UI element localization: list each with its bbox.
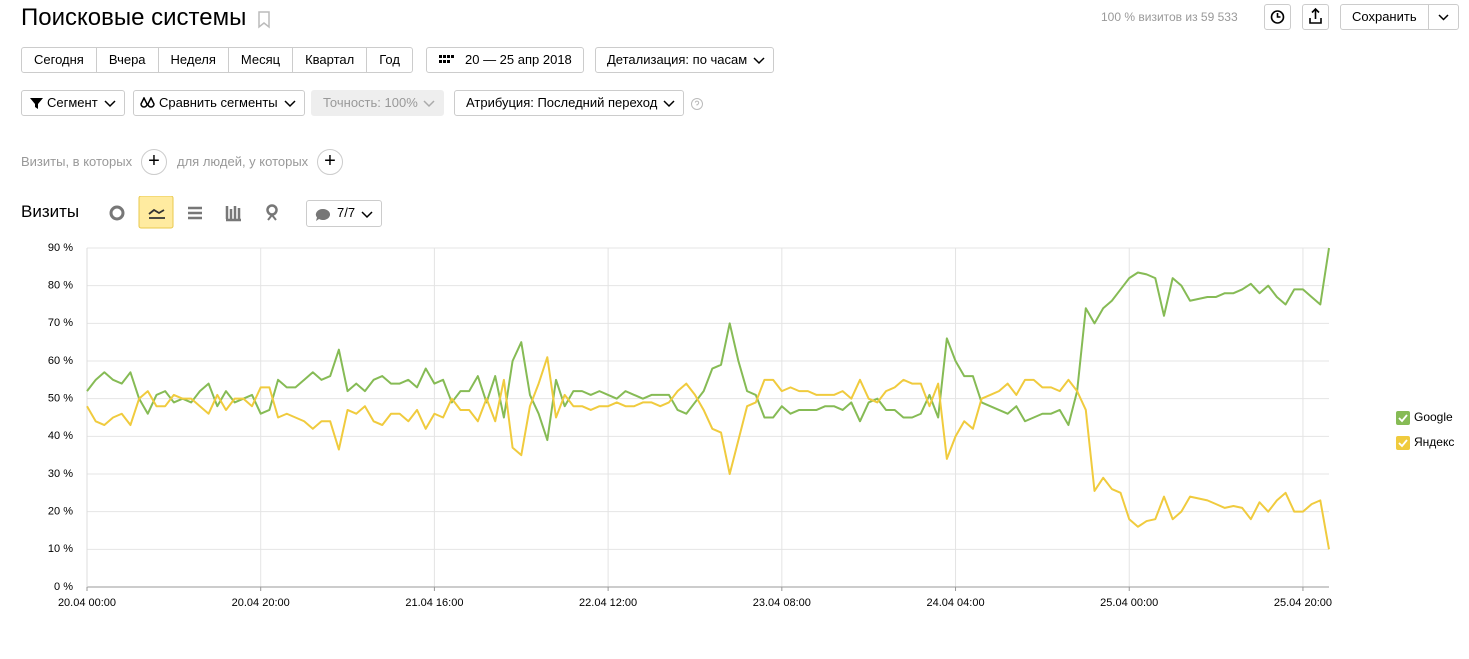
compare-button[interactable]: Сравнить сегменты: [133, 90, 305, 116]
y-tick-label: 10 %: [48, 543, 73, 555]
accuracy-button: Точность: 100%: [311, 90, 444, 116]
chevron-icon: [284, 100, 296, 108]
series-count-button[interactable]: 7/7: [306, 200, 383, 227]
attribution-label: Атрибуция: Последний переход: [466, 95, 658, 110]
y-tick-label: 40 %: [48, 430, 73, 442]
accuracy-label: Точность: 100%: [323, 95, 418, 110]
date-range-button[interactable]: 20 — 25 апр 2018: [426, 47, 584, 73]
y-tick-label: 70 %: [48, 317, 73, 329]
chevron-icon: [423, 100, 435, 108]
attribution-button[interactable]: Атрибуция: Последний переход: [454, 90, 685, 116]
y-tick-label: 20 %: [48, 506, 73, 518]
x-tick-label: 25.04 00:00: [1100, 597, 1158, 609]
series-count: 7/7: [337, 205, 356, 220]
y-tick-label: 90 %: [48, 242, 73, 254]
legend-check: [1398, 414, 1408, 423]
map-icon[interactable]: [266, 204, 278, 221]
area-icon[interactable]: [188, 206, 202, 220]
visits-info: 100 % визитов из 59 533: [1101, 10, 1238, 24]
calendar-icon: [439, 55, 454, 63]
segment-label: Сегмент: [47, 95, 98, 110]
series-line: [86, 356, 1330, 550]
add-people-condition[interactable]: +: [317, 149, 343, 175]
compare-label: Сравнить сегменты: [159, 95, 278, 110]
help-icon[interactable]: [690, 97, 704, 111]
comment-icon: [315, 208, 331, 221]
x-tick-label: 24.04 04:00: [926, 597, 984, 609]
legend-checkbox: [1396, 436, 1410, 450]
legend-label: Google: [1414, 410, 1453, 424]
legend-item[interactable]: Google: [1396, 410, 1453, 425]
line-icon: [148, 208, 165, 219]
legend-label: Яндекс: [1414, 435, 1454, 449]
compare-icon: [140, 97, 155, 108]
y-tick-label: 80 %: [48, 280, 73, 292]
x-tick-label: 22.04 12:00: [579, 597, 637, 609]
y-tick-label: 0 %: [54, 581, 73, 593]
y-tick-label: 30 %: [48, 468, 73, 480]
detail-button[interactable]: Детализация: по часам: [595, 47, 775, 73]
x-tick-label: 23.04 08:00: [753, 597, 811, 609]
date-range: 20 — 25 апр 2018: [465, 52, 572, 67]
filter-icon: [30, 98, 43, 109]
save-menu-button[interactable]: [1428, 4, 1459, 30]
period-group: Сегодня Вчера Неделя Месяц Квартал Год: [21, 47, 413, 73]
y-tick-label: 50 %: [48, 393, 73, 405]
x-tick-label: 20.04 20:00: [232, 597, 290, 609]
pie-icon[interactable]: [109, 205, 125, 221]
history-button[interactable]: [1264, 4, 1291, 30]
chevron-icon: [663, 100, 675, 108]
clock-icon: [1270, 10, 1285, 24]
detail-label: Детализация: по часам: [607, 52, 748, 67]
segment-button[interactable]: Сегмент: [21, 90, 125, 116]
legend-check: [1398, 439, 1408, 448]
chevron-icon: [104, 100, 116, 108]
add-visit-condition[interactable]: +: [141, 149, 167, 175]
chevron-icon: [361, 211, 373, 219]
people-where: для людей, у которых: [177, 154, 309, 169]
export-icon: [1309, 7, 1322, 24]
chart-title: Визиты: [21, 202, 80, 221]
page-title: Поисковые системы: [21, 4, 247, 31]
series-line: [86, 247, 1330, 442]
period-button[interactable]: Год: [366, 47, 413, 73]
x-tick-label: 25.04 20:00: [1274, 597, 1332, 609]
save-button[interactable]: Сохранить: [1340, 4, 1429, 30]
chevron-icon: [1438, 14, 1449, 21]
bookmark-icon[interactable]: [257, 11, 271, 29]
x-tick-label: 21.04 16:00: [405, 597, 463, 609]
bar-icon[interactable]: [225, 206, 241, 222]
chart-type-icons: [109, 196, 278, 229]
export-button[interactable]: [1302, 4, 1329, 30]
legend-item[interactable]: Яндекс: [1396, 435, 1454, 450]
x-tick-label: 20.04 00:00: [58, 597, 116, 609]
legend-checkbox: [1396, 411, 1410, 425]
visits-where: Визиты, в которых: [21, 154, 133, 169]
chevron-icon: [753, 57, 765, 65]
y-tick-label: 60 %: [48, 355, 73, 367]
